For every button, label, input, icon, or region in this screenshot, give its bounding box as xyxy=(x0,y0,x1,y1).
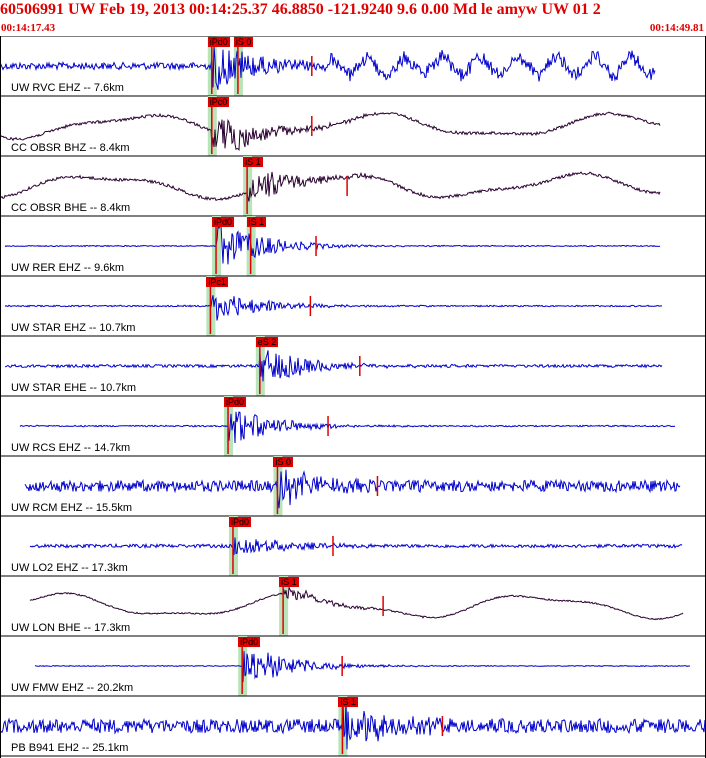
station-label-10: UW FMW EHZ -- 20.2km xyxy=(11,682,134,694)
station-label-4: UW STAR EHZ -- 10.7km xyxy=(11,322,136,334)
pick-label-10-0: iPd0 xyxy=(238,637,261,647)
trace-4 xyxy=(4,295,663,321)
station-label-9: UW LON BHE -- 17.3km xyxy=(11,622,131,634)
pick-label-6-0: iPd0 xyxy=(224,397,247,407)
pick-label-4-0: iPc1 xyxy=(206,277,228,287)
station-label-7: UW RCM EHZ -- 15.5km xyxy=(11,502,132,514)
pick-label-0-1: iS 0 xyxy=(233,37,254,47)
seismogram-plot xyxy=(0,36,706,758)
pick-label-11-0: iS 1 xyxy=(338,697,358,707)
trace-5 xyxy=(4,350,663,382)
station-label-3: UW RER EHZ -- 9.6km xyxy=(11,262,125,274)
trace-2 xyxy=(0,171,661,202)
trace-0 xyxy=(0,46,656,90)
pick-label-1-0: iPc0 xyxy=(207,97,230,107)
pick-label-8-0: iPd0 xyxy=(228,517,251,527)
pick-label-5-0: eS 2 xyxy=(255,337,279,347)
pick-label-3-1: iS 1 xyxy=(246,217,267,227)
pick-label-2-0: iS 1 xyxy=(243,157,263,167)
station-label-6: UW RCS EHZ -- 14.7km xyxy=(11,442,131,454)
trace-9 xyxy=(29,585,684,621)
event-header: 60506991 UW Feb 19, 2013 00:14:25.37 46.… xyxy=(0,1,601,18)
station-label-2: CC OBSR BHE -- 8.4km xyxy=(11,202,131,214)
station-label-5: UW STAR EHE -- 10.7km xyxy=(11,382,137,394)
station-label-1: CC OBSR BHZ -- 8.4km xyxy=(11,142,130,154)
trace-10 xyxy=(34,651,691,683)
pick-label-0-0: iPd0 xyxy=(207,37,230,47)
trace-7 xyxy=(24,469,681,509)
station-label-11: PB B941 EH2 -- 25.1km xyxy=(11,742,129,754)
station-label-0: UW RVC EHZ -- 7.6km xyxy=(11,82,124,94)
time-start-label: 00:14:17.43 xyxy=(1,22,56,34)
trace-11 xyxy=(0,700,706,750)
time-end-label: 00:14:49.81 xyxy=(649,22,704,34)
trace-8 xyxy=(29,537,683,555)
station-label-8: UW LO2 EHZ -- 17.3km xyxy=(11,562,128,574)
pick-label-7-0: iS 0 xyxy=(273,457,293,467)
pick-label-9-0: iS 1 xyxy=(279,577,299,587)
trace-6 xyxy=(19,411,676,444)
trace-3 xyxy=(4,224,661,265)
trace-1 xyxy=(0,111,661,152)
pick-label-3-0: iPd0 xyxy=(212,217,235,227)
